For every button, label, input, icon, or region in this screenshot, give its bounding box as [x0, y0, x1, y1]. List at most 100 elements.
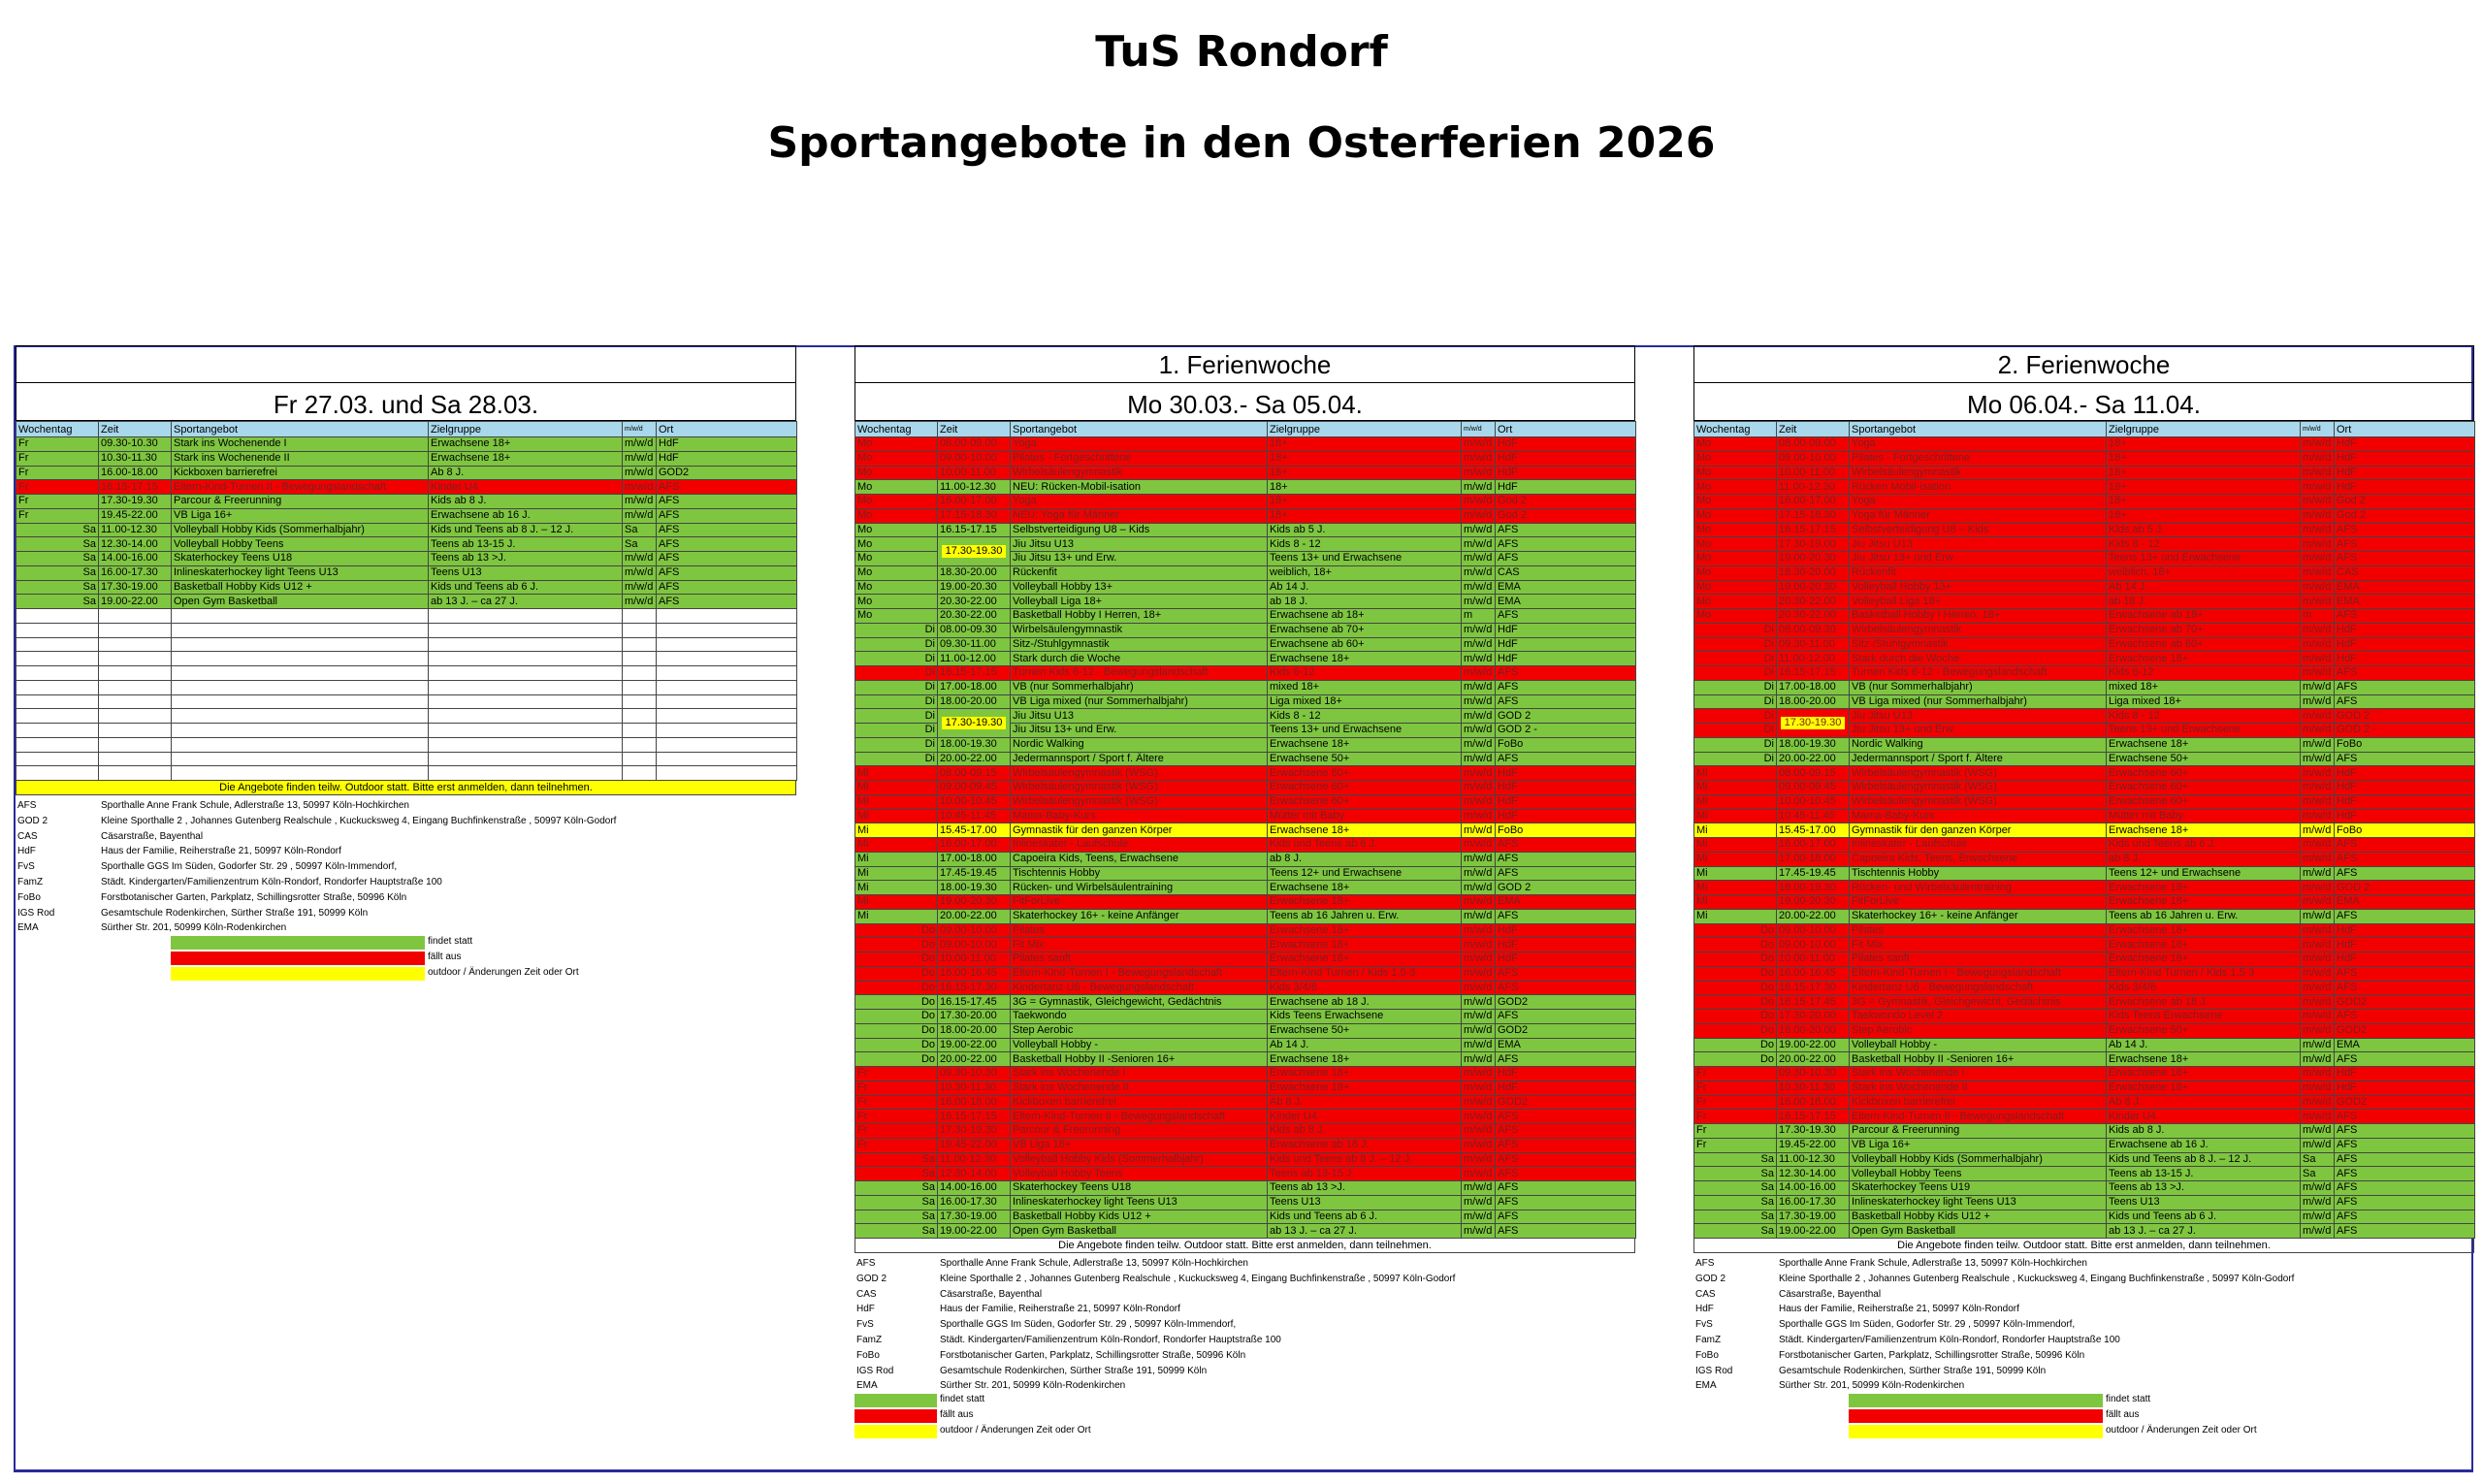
table-cell: Yoga	[1849, 436, 2107, 452]
table-cell: Mo	[1693, 465, 1777, 481]
table-cell: m/w/d	[1461, 565, 1496, 581]
table-cell: 17.30-20.00	[1776, 1009, 1850, 1024]
table-cell: Mama-Baby-Kurs	[1010, 808, 1268, 824]
table-cell: Inlineskaterhockey light Teens U13	[1849, 1194, 2107, 1210]
table-cell: Fr	[855, 1137, 938, 1153]
table-row: Fr 19.45-22.00 VB Liga 16+ Erwachsene ab 16…	[855, 1137, 1636, 1153]
empty-cell	[656, 736, 797, 753]
table-cell: Yoga	[1849, 494, 2107, 509]
table-row: Fr 19.45-22.00 VB Liga 16+ Erwachsene ab 16…	[16, 507, 797, 524]
location-row: FamZ Städt. Kindergarten/Familienzentrum …	[16, 875, 796, 890]
table-cell: AFS	[656, 565, 797, 581]
table-cell: Mo	[1693, 608, 1777, 624]
table-cell: 10.00-11.00	[937, 952, 1011, 967]
table-cell: Mütter mit Baby	[2106, 808, 2301, 824]
location-code: AFS	[1695, 1258, 1715, 1269]
table-cell: Yoga	[1010, 494, 1268, 509]
table-cell: VB (nur Sommerhalbjahr)	[1010, 679, 1268, 695]
table-cell: Skaterhockey 16+ - keine Anfänger	[1010, 908, 1268, 924]
empty-cell	[98, 679, 172, 695]
table-cell: Mi	[855, 908, 938, 924]
table-cell: GOD2	[2334, 1022, 2475, 1039]
table-cell: Sa	[622, 536, 657, 552]
table-cell: m/w/d	[2300, 494, 2335, 509]
table-cell: God 2	[2334, 494, 2475, 509]
table-cell: HdF	[2334, 952, 2475, 967]
table-cell: Fr	[855, 1066, 938, 1081]
table-cell: Fr	[16, 479, 99, 495]
empty-cell	[98, 608, 172, 624]
table-cell: 18.00-19.30	[937, 880, 1011, 895]
table-cell: Di	[1693, 736, 1777, 753]
table-cell: Sa	[855, 1223, 938, 1239]
table-cell: GOD2	[2334, 1094, 2475, 1111]
table-cell: EMA	[1495, 1037, 1636, 1053]
table-cell: 20.30-22.00	[1776, 594, 1850, 609]
table-cell: 17.30-19.00	[1776, 1209, 1850, 1225]
color-key-label: outdoor / Änderungen Zeit oder Ort	[2106, 1425, 2257, 1436]
empty-cell	[98, 651, 172, 666]
table-cell: Kids 3/4/6	[1267, 980, 1462, 996]
table-cell: Step Aerobic	[1010, 1022, 1268, 1039]
table-cell: Teens 13+ und Erwachsene	[1267, 723, 1462, 738]
table-cell: 17.30-19.30	[1776, 1123, 1850, 1139]
table-cell: m/w/d	[2300, 922, 2335, 939]
table-cell: m/w/d	[622, 507, 657, 524]
table-cell: EMA	[1495, 579, 1636, 596]
table-row: Mi 19.00-20.30 FitForLive Erwachsene 18+ m/w…	[1693, 894, 2475, 910]
table-cell: Erwachsene 50+	[1267, 1022, 1462, 1039]
table-cell: Kids 8 - 12	[2106, 536, 2301, 552]
table-cell: m/w/d	[1461, 851, 1496, 867]
table-cell: m/w/d	[2300, 952, 2335, 967]
table-cell: m/w/d	[1461, 479, 1496, 495]
table-cell: m/w/d	[2300, 1137, 2335, 1153]
table-cell: Mo	[855, 551, 938, 566]
table-cell: Kids und Teens ab 6 J.	[2106, 837, 2301, 853]
table-row: Sa 11.00-12.30 Volleyball Hobby Kids (Somm…	[1693, 1151, 2475, 1168]
empty-cell	[428, 651, 623, 666]
table-row: Di 16.15-17.15 Turnen Kids 6-12 - Bewegung…	[855, 665, 1636, 681]
table-cell: Sa	[855, 1209, 938, 1225]
table-cell: m/w/d	[1461, 1009, 1496, 1024]
table-cell: Basketball Hobby I Herren, 18+	[1010, 608, 1268, 624]
table-cell: m	[2300, 608, 2335, 624]
table-cell: AFS	[1495, 694, 1636, 710]
table-cell: Mo	[855, 436, 938, 452]
table-cell: ab 13 J. – ca 27 J.	[428, 594, 623, 609]
location-row: FvS Sporthalle GGS Im Süden, Godorfer Str…	[1693, 1317, 2474, 1333]
table-cell: 18+	[2106, 436, 2301, 452]
table-cell: m/w/d	[622, 479, 657, 495]
table-cell: FoBo	[1495, 736, 1636, 753]
empty-cell	[428, 723, 623, 738]
table-row: Mo 20.30-22.00 Basketball Hobby I Herren, …	[855, 608, 1636, 624]
table-cell: m/w/d	[2300, 751, 2335, 767]
empty-cell	[622, 723, 657, 738]
color-key-label: fällt aus	[2106, 1409, 2140, 1421]
table-cell: Gymnastik für den ganzen Körper	[1010, 823, 1268, 838]
color-key-label: outdoor / Änderungen Zeit oder Ort	[428, 967, 579, 979]
column-header: Zielgruppe	[2106, 421, 2301, 437]
table-cell: m/w/d	[2300, 551, 2335, 566]
location-address: Sürther Str. 201, 50999 Köln-Rodenkirche…	[940, 1380, 1126, 1392]
table-cell: Kids und Teens ab 8 J. – 12 J.	[1267, 1151, 1462, 1168]
table-cell: m/w/d	[1461, 1080, 1496, 1096]
table-cell: Fr	[1693, 1080, 1777, 1096]
table-cell: Volleyball Hobby Teens	[171, 536, 429, 552]
table-cell: 08.00-09.30	[937, 622, 1011, 638]
table-row: Do 10.00-11.00 Pilates sanft Erwachsene 18+…	[1693, 952, 2475, 967]
table-cell: m/w/d	[1461, 980, 1496, 996]
table-row: Di 17.30-19.30 Jiu Jitsu U13 Kids 8 - 12 m/w…	[1693, 708, 2475, 738]
table-header-row: Wochentag Zeit Sportangebot Zielgruppe m/w/d…	[855, 421, 1636, 437]
table-cell: ab 13 J. – ca 27 J.	[2106, 1223, 2301, 1239]
table-cell: EMA	[1495, 894, 1636, 910]
column-header: Ort	[1495, 421, 1636, 437]
table-cell: Kindertanz U6 - Bewegungslandschaft	[1849, 980, 2107, 996]
table-cell: Jiu Jitsu 13+ und Erw.	[1010, 723, 1268, 738]
empty-cell	[622, 708, 657, 724]
color-key-label: outdoor / Änderungen Zeit oder Ort	[940, 1425, 1091, 1436]
table-cell: m/w/d	[1461, 751, 1496, 767]
table-cell: 19.00-20.30	[937, 894, 1011, 910]
table-cell: Mo	[855, 536, 938, 552]
empty-cell	[656, 622, 797, 638]
table-cell: 15.45-17.00	[937, 823, 1011, 838]
